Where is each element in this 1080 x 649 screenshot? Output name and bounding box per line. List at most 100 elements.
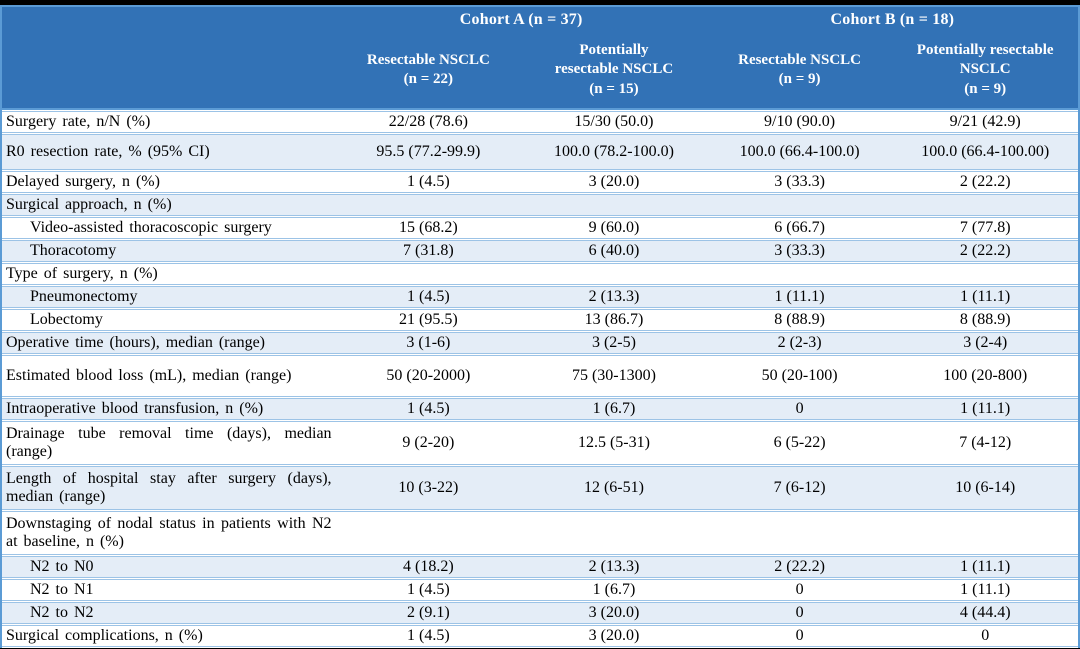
section-label: Surgical approach, n (%) [2,194,336,216]
value-cell: 3 (33.3) [706,171,893,193]
value-cell: 100 (20-800) [892,355,1078,397]
value-cell: 1 (6.7) [521,398,707,420]
value-cell: 100.0 (66.4-100.00) [892,134,1078,170]
value-cell: 1 (4.5) [335,286,522,308]
row-label: Delayed surgery, n (%) [2,171,336,193]
column-header-n: (n = 15) [589,80,639,97]
value-cell: 2 (22.2) [892,171,1078,193]
row-label: Surgery rate, n/N (%) [2,111,336,133]
section-row: Surgical approach, n (%) [2,194,1078,216]
column-header-n: (n = 9) [778,71,821,87]
row-label: R0 resection rate, % (95% CI) [2,134,336,170]
table-frame: Cohort A (n = 37) Cohort B (n = 18) Rese… [0,5,1080,648]
section-label: Downstaging of nodal status in patients … [2,511,336,555]
value-cell: 2 (13.3) [521,286,707,308]
row-label: Pneumonectomy [2,286,336,308]
row-label: Drainage tube removal time (days), media… [2,421,336,465]
value-cell: 4 (18.2) [335,556,522,578]
value-cell: 2 (22.2) [892,240,1078,262]
value-cell: 1 (11.1) [892,579,1078,601]
cohort-a-header: Cohort A (n = 37) [459,10,583,28]
table-row: Operative time (hours), median (range) 3… [2,332,1078,354]
value-cell: 2 (22.2) [706,556,893,578]
table-row: Pneumonectomy 1 (4.5) 2 (13.3) 1 (11.1) … [2,286,1078,308]
row-label: Video-assisted thoracoscopic surgery [2,217,336,239]
value-cell: 4 (44.4) [892,602,1078,624]
table-row: Video-assisted thoracoscopic surgery 15 … [2,217,1078,239]
value-cell [335,194,522,216]
column-header-resectable-b: Resectable NSCLC (n = 9) [707,51,893,89]
column-header-name: Potentially resectable NSCLC [554,42,674,78]
value-cell [521,511,707,555]
section-label: Type of surgery, n (%) [2,263,336,285]
value-cell [335,511,522,555]
value-cell [521,263,707,285]
value-cell: 21 (95.5) [335,309,522,331]
value-cell: 13 (86.7) [521,309,707,331]
subgroup-header-row: Resectable NSCLC (n = 22) Potentially re… [2,32,1078,108]
row-label: Intraoperative blood transfusion, n (%) [2,398,336,420]
value-cell: 3 (20.0) [521,625,707,647]
value-cell: 0 [706,602,893,624]
value-cell [892,511,1078,555]
column-header-n: (n = 22) [403,71,454,87]
top-black-bar [0,0,1080,5]
value-cell: 9/10 (90.0) [706,111,893,133]
cohort-header-row: Cohort A (n = 37) Cohort B (n = 18) [2,7,1078,32]
table-row: R0 resection rate, % (95% CI) 95.5 (77.2… [2,134,1078,170]
value-cell: 3 (2-5) [521,332,707,354]
value-cell: 10 (3-22) [335,466,522,510]
value-cell: 3 (1-6) [335,332,522,354]
value-cell: 0 [706,398,893,420]
value-cell: 1 (11.1) [892,286,1078,308]
value-cell: 50 (20-2000) [335,355,522,397]
value-cell: 1 (4.5) [335,579,522,601]
table-row: Estimated blood loss (mL), median (range… [2,355,1078,397]
value-cell: 0 [706,625,893,647]
value-cell: 6 (5-22) [706,421,893,465]
value-cell: 6 (66.7) [706,217,893,239]
row-label: N2 to N1 [2,579,336,601]
section-row: Type of surgery, n (%) [2,263,1078,285]
value-cell: 8 (88.9) [706,309,893,331]
value-cell: 1 (6.7) [521,579,707,601]
row-label: Operative time (hours), median (range) [2,332,336,354]
value-cell: 2 (2-3) [706,332,893,354]
section-row: Downstaging of nodal status in patients … [2,511,1078,555]
value-cell: 3 (20.0) [521,171,707,193]
table-row: Thoracotomy 7 (31.8) 6 (40.0) 3 (33.3) 2… [2,240,1078,262]
value-cell: 22/28 (78.6) [335,111,522,133]
value-cell: 100.0 (78.2-100.0) [521,134,707,170]
value-cell: 15/30 (50.0) [521,111,707,133]
value-cell [892,263,1078,285]
outcomes-table: Surgery rate, n/N (%) 22/28 (78.6) 15/30… [2,110,1078,648]
table-row: N2 to N1 1 (4.5) 1 (6.7) 0 1 (11.1) [2,579,1078,601]
column-header-potentially-resectable-b: Potentially resectable NSCLC (n = 9) [892,41,1078,99]
value-cell: 0 [892,625,1078,647]
column-header-name: Resectable NSCLC [738,51,862,68]
value-cell: 8 (88.9) [892,309,1078,331]
column-header-n: (n = 9) [964,80,1007,97]
value-cell: 1 (11.1) [706,286,893,308]
value-cell [706,511,893,555]
value-cell: 7 (4-12) [892,421,1078,465]
value-cell: 12 (6-51) [521,466,707,510]
value-cell [521,194,707,216]
value-cell: 50 (20-100) [706,355,893,397]
value-cell: 1 (4.5) [335,398,522,420]
table-row: N2 to N0 4 (18.2) 2 (13.3) 2 (22.2) 1 (1… [2,556,1078,578]
value-cell [706,263,893,285]
value-cell: 7 (77.8) [892,217,1078,239]
value-cell: 3 (2-4) [892,332,1078,354]
value-cell [892,194,1078,216]
value-cell: 3 (20.0) [521,602,707,624]
table-row: Drainage tube removal time (days), media… [2,421,1078,465]
value-cell: 1 (11.1) [892,398,1078,420]
value-cell: 1 (11.1) [892,556,1078,578]
cohort-b-header: Cohort B (n = 18) [830,10,955,28]
value-cell: 75 (30-1300) [521,355,707,397]
value-cell: 100.0 (66.4-100.0) [706,134,893,170]
value-cell: 1 (4.5) [335,625,522,647]
table-row: Delayed surgery, n (%) 1 (4.5) 3 (20.0) … [2,171,1078,193]
table-row: Lobectomy 21 (95.5) 13 (86.7) 8 (88.9) 8… [2,309,1078,331]
